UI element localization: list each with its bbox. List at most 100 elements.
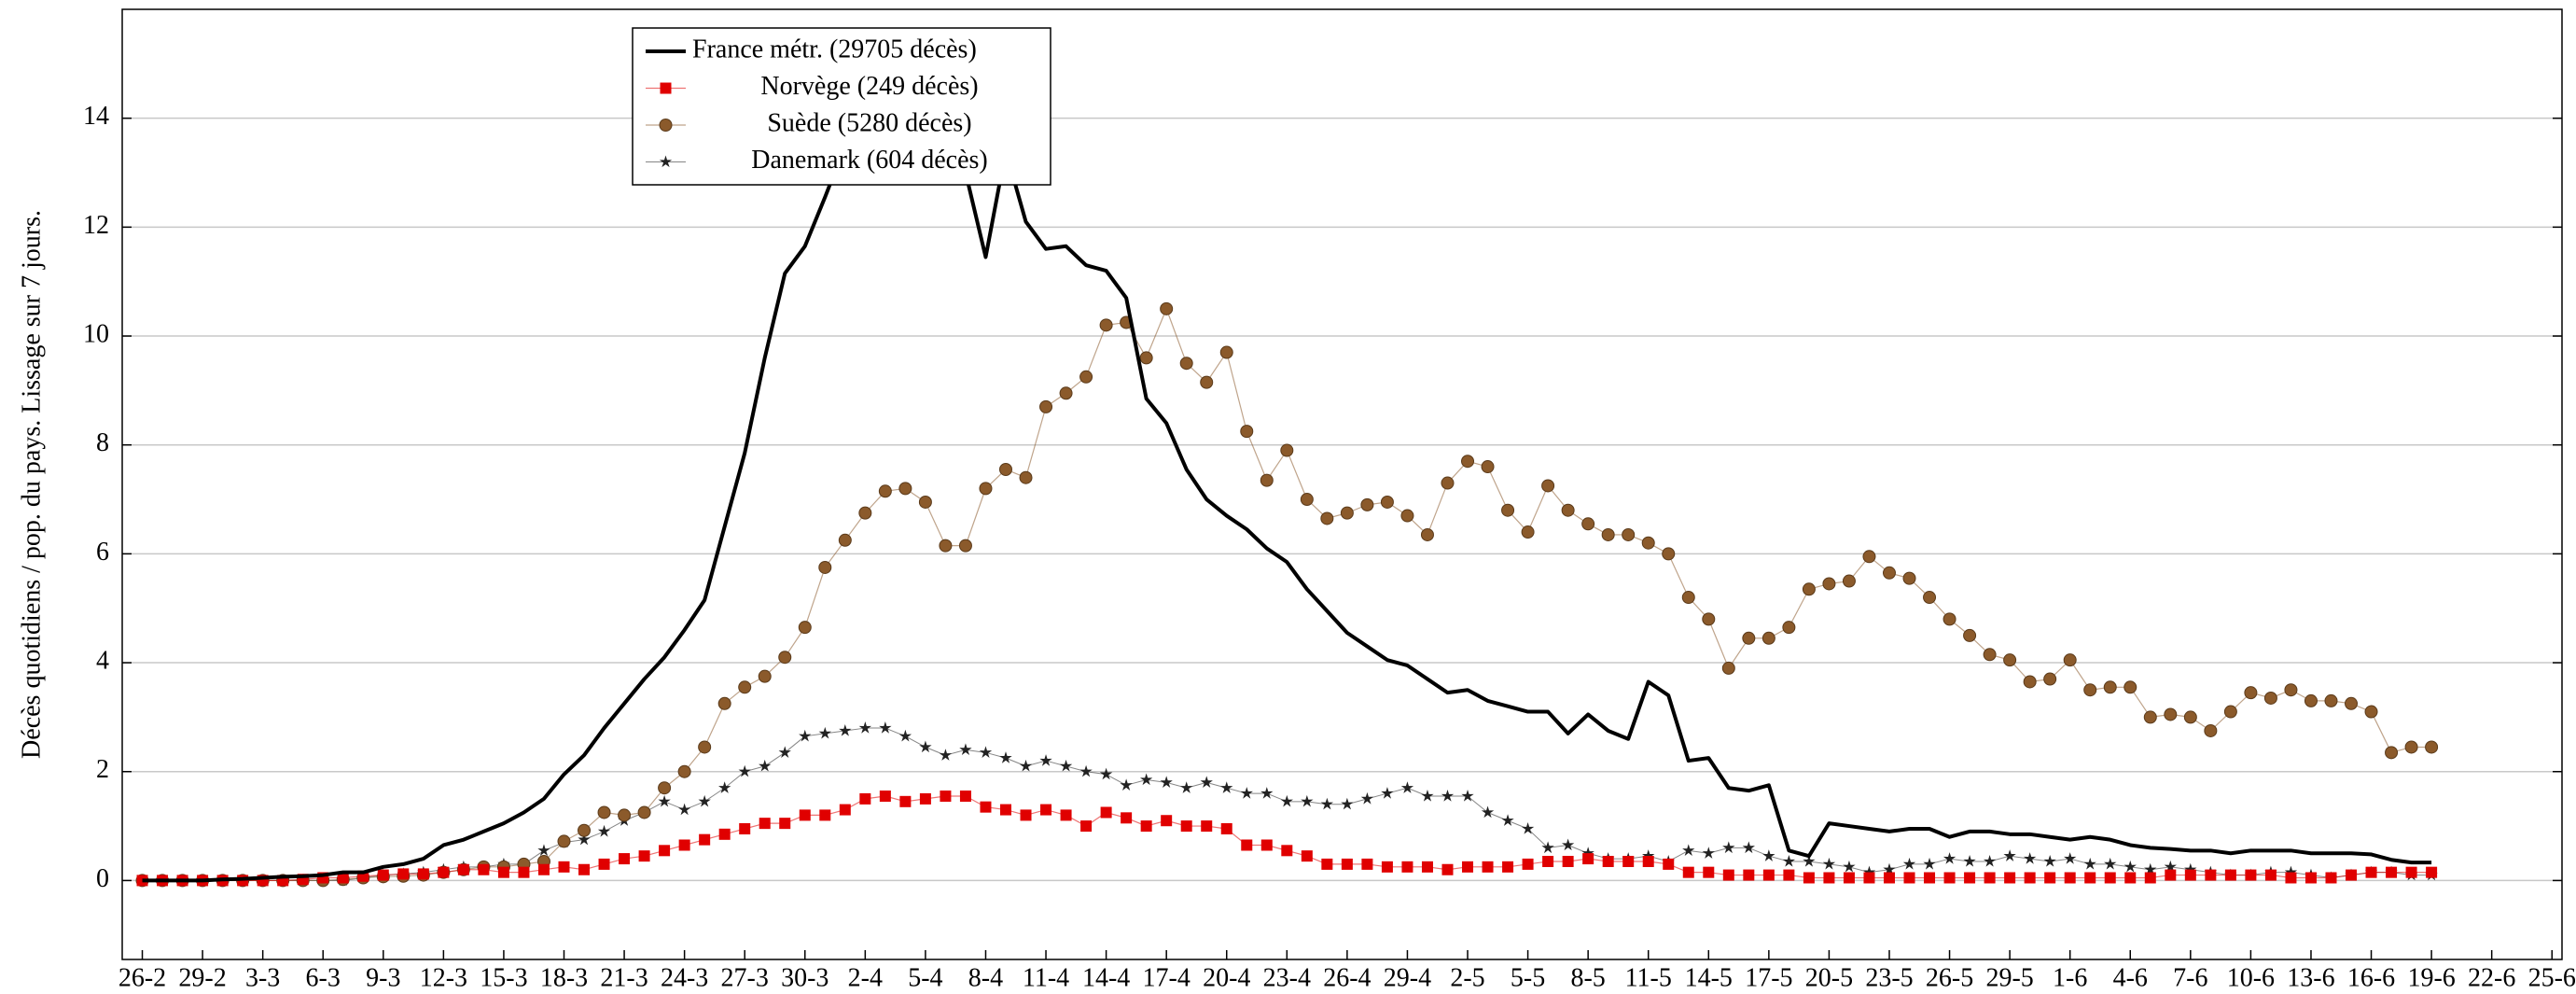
marker	[1762, 849, 1775, 861]
marker	[940, 790, 952, 802]
marker	[1521, 821, 1535, 834]
legend-label: Norvège (249 décès)	[760, 72, 978, 101]
marker	[858, 721, 871, 734]
marker	[919, 740, 932, 753]
marker	[2064, 872, 2076, 884]
marker	[1862, 865, 1876, 878]
marker	[1903, 872, 1915, 884]
marker	[2024, 872, 2036, 884]
marker	[597, 824, 611, 837]
marker	[1039, 754, 1052, 766]
legend-label: Danemark (604 décès)	[751, 146, 987, 175]
marker	[1581, 847, 1594, 859]
marker	[1401, 861, 1413, 873]
marker	[2263, 691, 2277, 705]
x-tick-label: 30-3	[781, 963, 828, 992]
marker	[999, 804, 1011, 816]
y-tick-label: 10	[83, 319, 109, 348]
marker	[1341, 797, 1354, 810]
marker	[2426, 866, 2438, 878]
marker	[1301, 794, 1314, 807]
marker	[798, 621, 812, 635]
marker	[438, 866, 450, 878]
x-tick-label: 20-4	[1203, 963, 1250, 992]
marker	[1240, 787, 1253, 799]
marker	[678, 839, 690, 851]
marker	[397, 868, 410, 880]
marker	[2003, 849, 2016, 861]
marker	[1260, 839, 1273, 851]
marker	[1482, 861, 1494, 873]
marker	[558, 861, 570, 873]
marker	[2083, 857, 2096, 870]
x-tick-label: 10-6	[2227, 963, 2275, 992]
marker	[658, 781, 672, 795]
marker	[1320, 797, 1334, 810]
marker	[1682, 844, 1695, 856]
x-tick-label: 15-3	[480, 963, 527, 992]
marker	[779, 818, 791, 830]
x-tick-label: 14-5	[1685, 963, 1733, 992]
y-tick-label: 0	[96, 864, 109, 893]
marker	[1761, 631, 1775, 645]
marker	[518, 866, 530, 878]
marker	[1702, 847, 1715, 859]
marker	[818, 726, 831, 739]
marker	[1400, 509, 1414, 523]
marker	[778, 746, 791, 758]
marker	[1622, 855, 1635, 867]
marker	[1541, 479, 1555, 493]
marker	[717, 696, 731, 710]
marker	[598, 858, 610, 870]
marker	[1924, 872, 1936, 884]
marker	[1361, 858, 1373, 870]
marker	[1923, 857, 1936, 870]
x-tick-label: 27-3	[721, 963, 769, 992]
legend-label: Suède (5280 décès)	[767, 108, 971, 137]
marker	[659, 119, 673, 132]
marker	[1059, 759, 1073, 772]
marker	[1582, 853, 1594, 865]
marker	[778, 651, 792, 665]
marker	[718, 781, 731, 793]
marker	[2244, 686, 2258, 700]
marker	[1782, 621, 1796, 635]
marker	[1883, 872, 1895, 884]
x-tick-label: 4-6	[2113, 963, 2148, 992]
y-tick-label: 14	[83, 102, 109, 131]
marker	[658, 794, 671, 807]
marker	[659, 845, 671, 857]
x-tick-label: 8-5	[1570, 963, 1605, 992]
marker	[2324, 693, 2338, 707]
x-tick-label: 29-5	[1985, 963, 2033, 992]
marker	[1843, 860, 1856, 873]
marker	[2346, 869, 2358, 881]
marker	[2104, 872, 2116, 884]
marker	[537, 863, 550, 875]
x-tick-label: 17-4	[1143, 963, 1191, 992]
marker	[1882, 566, 1896, 580]
marker	[660, 82, 672, 94]
marker	[1481, 805, 1495, 819]
marker	[1280, 794, 1293, 807]
marker	[1019, 759, 1033, 772]
marker	[2284, 865, 2298, 878]
marker	[2204, 723, 2218, 737]
marker	[718, 828, 731, 840]
marker	[879, 790, 891, 802]
marker	[1863, 872, 1875, 884]
marker	[1120, 778, 1133, 791]
legend: France métr. (29705 décès) Norvège (249 d…	[632, 27, 1051, 186]
marker	[959, 790, 971, 802]
legend-label: France métr. (29705 décès)	[692, 35, 977, 63]
marker	[497, 866, 509, 878]
marker	[1139, 351, 1153, 365]
marker	[1179, 357, 1193, 371]
marker	[1140, 820, 1152, 833]
marker	[2205, 869, 2217, 881]
marker	[1060, 809, 1072, 821]
marker	[537, 844, 550, 856]
marker	[1742, 841, 1755, 854]
marker	[597, 805, 611, 819]
marker	[879, 721, 892, 734]
